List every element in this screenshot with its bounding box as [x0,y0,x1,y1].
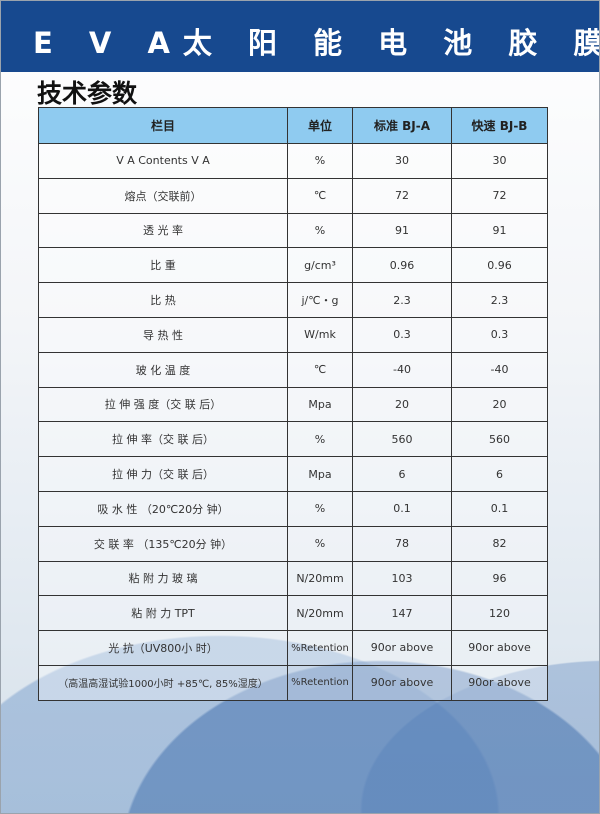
cell-bj-a: 72 [352,177,452,214]
table-header-row: 栏目 单位 标准 BJ-A 快速 BJ-B [38,107,548,144]
cell-unit: ℃ [287,177,353,214]
header-band [0,0,600,72]
cell-bj-a: 560 [352,421,452,458]
cell-item: 拉 伸 率（交 联 后） [38,421,288,458]
cell-bj-b: 72 [451,177,548,214]
cell-bj-a: 0.3 [352,316,452,353]
cell-item: 光 抗（UV800小 时） [38,630,288,666]
cell-unit: N/20mm [287,560,353,597]
cell-bj-b: 96 [451,560,548,597]
cell-bj-a: 0.1 [352,490,452,527]
table-row: 拉 伸 率（交 联 后）% 560 560 [38,421,548,458]
cell-unit: Mpa [287,456,353,492]
header-bj-a: 标准 BJ-A [352,107,452,144]
cell-bj-a: 0.96 [352,247,452,284]
cell-item: 拉 伸 强 度（交 联 后） [38,386,288,423]
header-unit: 单位 [287,107,353,144]
cell-unit: %Retention [287,630,353,666]
cell-bj-b: 120 [451,595,548,632]
cell-bj-a: 30 [352,143,452,179]
table-row: 玻 化 温 度 ℃ -40 -40 [38,351,548,388]
table-row: 比 热 j/℃・g 2.3 2.3 [38,282,548,318]
cell-bj-b: 6 [451,456,548,492]
table-row: 拉 伸 强 度（交 联 后） Mpa 20 20 [38,386,548,423]
cell-item: 粘 附 力 玻 璃 [38,560,288,597]
table-row: （高温高湿试验1000小时 +85℃, 85%湿度） %Retention 90or… [38,664,548,701]
cell-item: 比 热 [38,282,288,318]
table-row: 拉 伸 力（交 联 后） Mpa 6 6 [38,456,548,492]
cell-bj-a: 90or above [352,630,452,666]
table-row: 粘 附 力 玻 璃 N/20mm 103 96 [38,560,548,597]
cell-unit: Mpa [287,386,353,423]
cell-bj-a: 103 [352,560,452,597]
cell-item: 玻 化 温 度 [38,351,288,388]
cell-unit: j/℃・g [287,282,353,318]
spec-table: 栏目 单位 标准 BJ-A 快速 BJ-B V A Contents V A% 3… [38,107,548,701]
cell-bj-b: 90or above [451,664,548,701]
page-title: E V A太 阳 能 电 池 胶 膜 [33,26,600,60]
cell-unit: %Retention [287,664,353,701]
cell-unit: % [287,143,353,179]
table-row: 光 抗（UV800小 时） %Retention 90or above 90or ab… [38,630,548,666]
table-row: 粘 附 力 TPT N/20mm 147 120 [38,595,548,632]
cell-item: 拉 伸 力（交 联 后） [38,456,288,492]
section-title: 技术参数 [37,79,138,108]
cell-unit: W/mk [287,316,353,353]
cell-unit: g/cm³ [287,247,353,284]
cell-unit: % [287,212,353,249]
cell-bj-a: 2.3 [352,282,452,318]
table-row: 比 重 g/cm³ 0.96 0.96 [38,247,548,284]
cell-bj-a: 91 [352,212,452,249]
cell-unit: % [287,490,353,527]
cell-item: 比 重 [38,247,288,284]
cell-bj-b: 2.3 [451,282,548,318]
cell-item: （高温高湿试验1000小时 +85℃, 85%湿度） [38,664,288,701]
cell-bj-b: 20 [451,386,548,423]
cell-item: 导 热 性 [38,316,288,353]
cell-bj-b: 82 [451,525,548,562]
cell-unit: N/20mm [287,595,353,632]
cell-bj-a: 6 [352,456,452,492]
cell-bj-b: 560 [451,421,548,458]
cell-unit: ℃ [287,351,353,388]
cell-item: V A Contents V A [38,143,288,179]
cell-bj-a: 20 [352,386,452,423]
cell-item: 吸 水 性 （20℃20分 钟） [38,490,288,527]
table-row: 导 热 性 W/mk 0.3 0.3 [38,316,548,353]
table-row: 吸 水 性 （20℃20分 钟）% 0.1 0.1 [38,490,548,527]
cell-bj-b: 0.1 [451,490,548,527]
cell-bj-b: -40 [451,351,548,388]
cell-bj-b: 91 [451,212,548,249]
cell-item: 粘 附 力 TPT [38,595,288,632]
cell-bj-b: 0.96 [451,247,548,284]
header-bj-b: 快速 BJ-B [451,107,548,144]
cell-unit: % [287,525,353,562]
cell-bj-b: 90or above [451,630,548,666]
cell-bj-a: 90or above [352,664,452,701]
cell-bj-b: 0.3 [451,316,548,353]
